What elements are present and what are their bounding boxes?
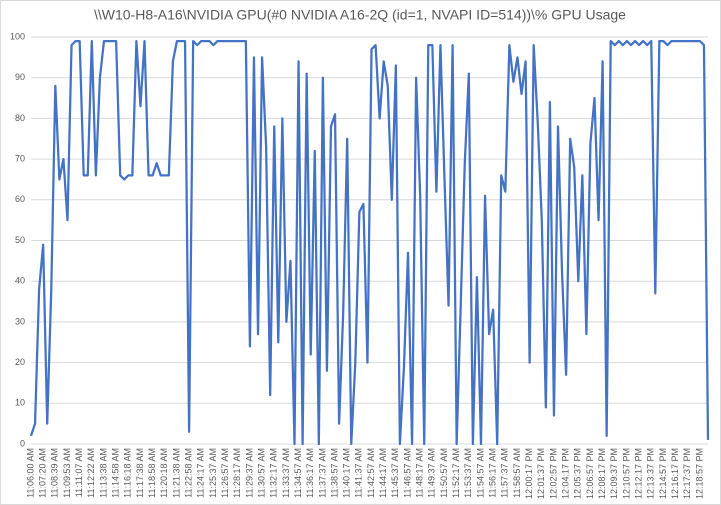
y-tick-label: 20 [15,357,25,367]
x-tick-label: 11:21:38 AM [171,448,181,498]
x-tick-label: 11:41:37 AM [354,448,364,498]
x-tick-label: 11:30:57 AM [256,448,266,498]
x-tick-label: 12:06:57 PM [585,448,595,499]
x-tick-label: 12:14:57 PM [658,448,668,499]
x-tick-label: 11:38:57 AM [329,448,339,498]
y-tick-label: 100 [10,31,25,41]
x-tick-label: 11:07:20 AM [38,448,48,498]
x-tick-label: 11:50:57 AM [439,448,449,498]
x-tick-label: 11:33:37 AM [281,448,291,498]
x-tick-label: 11:34:57 AM [293,448,303,498]
y-tick-label: 50 [15,235,25,245]
chart-title: \\W10-H8-A16\NVIDIA GPU(#0 NVIDIA A16-2Q… [94,7,626,23]
data-line [29,39,710,446]
x-tick-label: 11:06:00 AM [25,448,35,498]
x-tick-label: 11:20:18 AM [159,448,169,498]
x-tick-label: 11:49:37 AM [427,448,437,498]
x-tick-label: 12:04:17 PM [560,448,570,499]
x-tick-label: 11:36:17 AM [305,448,315,498]
x-tick-label: 12:13:37 PM [646,448,656,499]
x-tick-label: 11:11:07 AM [74,448,84,497]
y-tick-label: 80 [15,113,25,123]
x-tick-label: 11:46:57 AM [402,448,412,498]
x-tick-label: 11:08:39 AM [50,448,60,498]
x-tick-label: 12:02:57 PM [548,448,558,499]
x-tick-label: 11:24:17 AM [196,448,206,498]
x-tick-label: 12:16:17 PM [670,448,680,499]
x-tick-label: 11:18:58 AM [147,448,157,498]
x-tick-label: 11:44:17 AM [378,448,388,498]
x-tick-label: 12:08:17 PM [597,448,607,499]
x-tick-label: 12:09:37 PM [609,448,619,499]
x-tick-label: 11:17:38 AM [135,448,145,498]
x-tick-label: 11:12:22 AM [86,448,96,498]
x-tick-label: 12:05:37 PM [573,448,583,499]
y-tick-label: 10 [15,398,25,408]
x-tick-label: 11:53:37 AM [463,448,473,498]
x-tick-label: 12:17:37 PM [682,448,692,499]
x-tick-label: 11:42:57 AM [366,448,376,498]
x-tick-label: 11:25:37 AM [208,448,218,498]
y-tick-label: 40 [15,276,25,286]
y-tick-label: 0 [20,438,25,448]
x-tick-label: 11:48:17 AM [415,448,425,498]
y-tick-label: 60 [15,194,25,204]
y-tick-label: 90 [15,72,25,82]
x-tick-label: 12:10:57 PM [621,448,631,499]
x-tick-label: 11:22:58 AM [183,448,193,498]
x-tick-label: 12:01:37 PM [536,448,546,499]
x-tick-label: 11:45:37 AM [390,448,400,498]
x-tick-label: 11:57:37 AM [500,448,510,498]
x-tick-label: 11:16:18 AM [123,448,133,498]
x-tick-label: 12:00:17 PM [524,448,534,499]
x-tick-label: 11:54:57 AM [475,448,485,498]
y-tick-label: 30 [15,316,25,326]
x-tick-label: 11:26:57 AM [220,448,230,498]
x-tick-label: 11:29:37 AM [244,448,254,498]
x-tick-label: 11:09:53 AM [62,448,72,498]
x-tick-label: 12:18:57 PM [694,448,704,499]
x-tick-label: 11:40:17 AM [342,448,352,498]
x-tick-label: 11:14:58 AM [111,448,121,498]
x-tick-label: 12:12:17 PM [633,448,643,499]
x-tick-label: 11:28:17 AM [232,448,242,498]
x-tick-label: 11:58:57 AM [512,448,522,498]
x-tick-label: 11:52:17 AM [451,448,461,498]
x-tick-label: 11:37:37 AM [317,448,327,498]
x-tick-label: 11:32:17 AM [269,448,279,498]
x-tick-label: 11:56:17 AM [488,448,498,498]
x-tick-label: 11:13:38 AM [98,448,108,498]
y-tick-label: 70 [15,153,25,163]
